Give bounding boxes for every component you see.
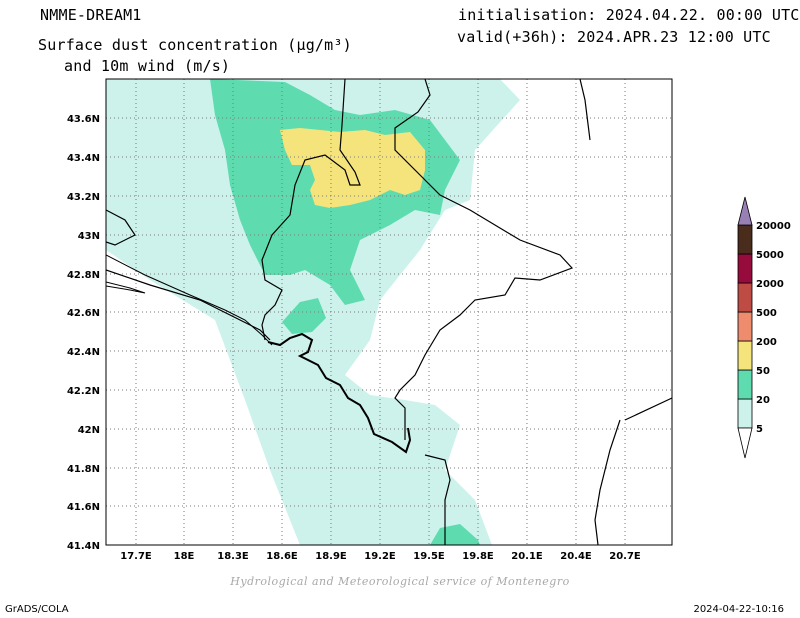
- longitude-label: 19.8E: [462, 551, 494, 562]
- dust-field-20-50-patch: [282, 298, 326, 334]
- coastline-croatia: [106, 254, 273, 346]
- map-grid: [106, 79, 672, 545]
- color-legend: 5 20 50 200 500 2000 5000 20000: [737, 196, 791, 459]
- dust-field-20-50-south: [430, 524, 480, 545]
- concentration-fields: [106, 79, 520, 545]
- longitude-label: 18.3E: [217, 551, 249, 562]
- legend-label: 20: [756, 395, 770, 406]
- longitude-label: 18.6E: [266, 551, 298, 562]
- latitude-label: 43.6N: [67, 114, 100, 125]
- latitude-label: 43.2N: [67, 192, 100, 203]
- latitude-label: 42.6N: [67, 308, 100, 319]
- legend-label: 200: [756, 337, 777, 348]
- boundaries: [106, 79, 672, 545]
- longitude-label: 17.7E: [120, 551, 152, 562]
- legend-top-arrow: [737, 196, 753, 226]
- coastline-montenegro: [267, 332, 412, 454]
- legend-label: 20000: [756, 221, 791, 232]
- latitude-label: 43N: [78, 231, 100, 242]
- latitude-label: 42.8N: [67, 270, 100, 281]
- initialisation-time: initialisation: 2024.04.22. 00:00 UTC: [458, 6, 800, 24]
- legend-swatch: [737, 369, 753, 400]
- legend-label: 500: [756, 308, 777, 319]
- longitude-label: 20.1E: [511, 551, 543, 562]
- longitude-label: 18.9E: [315, 551, 347, 562]
- latitude-label: 41.8N: [67, 464, 100, 475]
- map-frame: [105, 78, 673, 546]
- latitude-label: 43.4N: [67, 153, 100, 164]
- legend-swatch: [737, 398, 753, 429]
- legend-label: 2000: [756, 279, 784, 290]
- map-title-line2: and 10m wind (m/s): [64, 57, 231, 75]
- latitude-labels: 43.6N 43.4N 43.2N 43N 42.8N 42.6N 42.4N 42.2N 42…: [67, 114, 100, 552]
- legend-label: 50: [756, 366, 770, 377]
- latitude-label: 41.4N: [67, 541, 100, 552]
- latitude-label: 42N: [78, 425, 100, 436]
- map-title-line1: Surface dust concentration (µg/m³): [38, 36, 352, 54]
- longitude-labels: 17.7E 18E 18.3E 18.6E 18.9E 19.2E 19.5E 19.8E 20…: [120, 551, 641, 562]
- legend-swatch: [737, 340, 753, 371]
- longitude-label: 19.2E: [364, 551, 396, 562]
- latitude-label: 42.2N: [67, 386, 100, 397]
- legend-swatch: [737, 282, 753, 313]
- latitude-label: 42.4N: [67, 347, 100, 358]
- legend-swatch: [737, 253, 753, 284]
- latitude-label: 41.6N: [67, 502, 100, 513]
- longitude-label: 18E: [174, 551, 195, 562]
- valid-time: valid(+36h): 2024.APR.23 12:00 UTC: [457, 28, 771, 46]
- timestamp: 2024-04-22-10:16: [693, 604, 784, 615]
- model-name: NMME-DREAM1: [40, 6, 142, 24]
- national-border: [106, 79, 672, 545]
- legend-label: 5000: [756, 250, 784, 261]
- legend-swatch: [737, 311, 753, 342]
- longitude-label: 20.4E: [560, 551, 592, 562]
- legend-swatch: [737, 224, 753, 255]
- legend-label: 5: [756, 424, 763, 435]
- credit-text: Hydrological and Meteorological service …: [230, 575, 570, 588]
- longitude-label: 19.5E: [413, 551, 445, 562]
- longitude-label: 20.7E: [609, 551, 641, 562]
- coastline-adriatic-islands: [106, 281, 146, 294]
- legend-bottom-arrow: [737, 427, 753, 459]
- grads-label: GrADS/COLA: [5, 604, 69, 615]
